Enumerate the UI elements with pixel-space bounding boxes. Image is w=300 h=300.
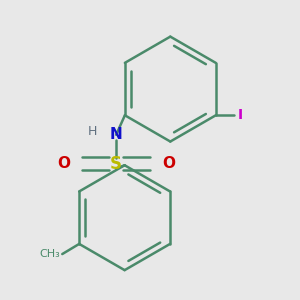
Text: I: I — [238, 108, 243, 122]
Text: S: S — [110, 154, 122, 172]
Text: O: O — [58, 156, 70, 171]
Text: CH₃: CH₃ — [40, 249, 61, 259]
Text: O: O — [162, 156, 175, 171]
Text: H: H — [88, 125, 97, 138]
Text: N: N — [110, 127, 122, 142]
